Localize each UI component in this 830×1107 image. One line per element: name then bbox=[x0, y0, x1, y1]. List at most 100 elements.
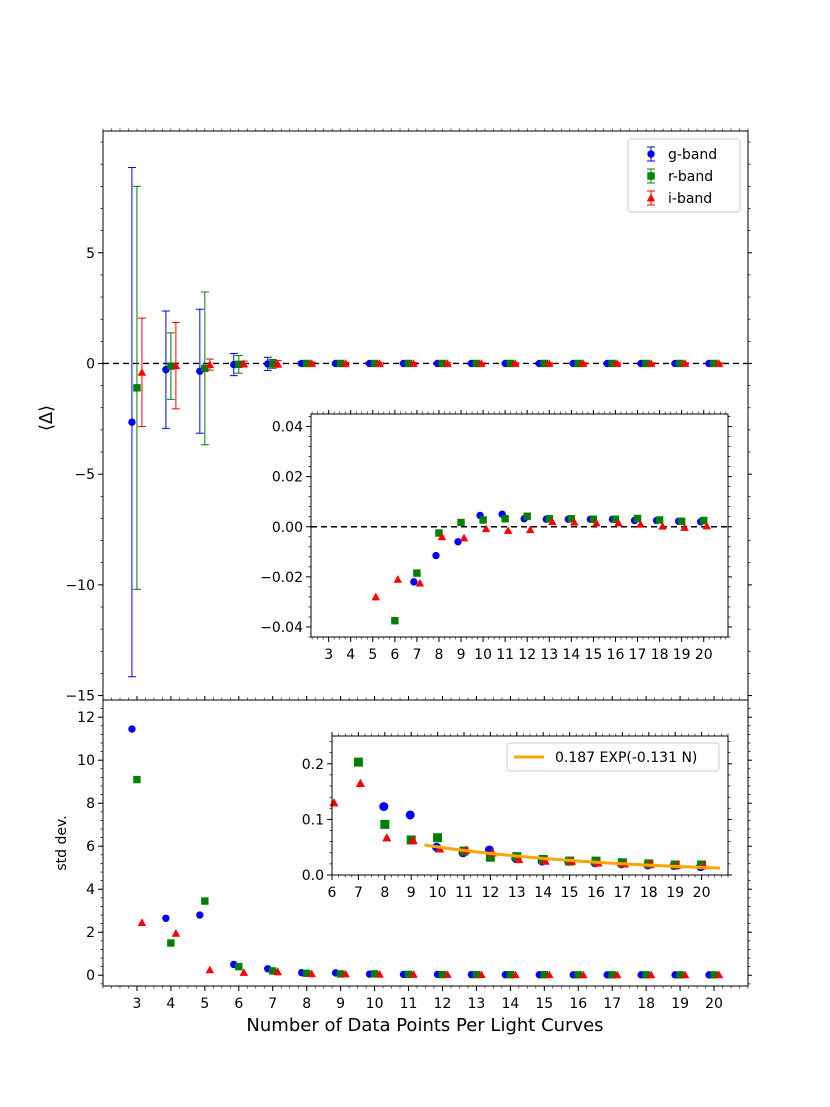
top-main-point bbox=[205, 360, 215, 368]
bottom-main-point bbox=[171, 929, 181, 937]
top-inset-xtick-label: 19 bbox=[673, 647, 691, 663]
top-main-ytick-label: 0 bbox=[86, 356, 95, 372]
bottom-main-ytick-label: 12 bbox=[77, 710, 95, 726]
bottom-inset-xtick-label: 9 bbox=[407, 885, 416, 901]
top-inset-point bbox=[548, 517, 557, 526]
top-inset-axes: −0.04−0.020.000.020.043 4 5 6 7 8 9 10 11 12 13 14 1… bbox=[260, 410, 732, 663]
top-main-point bbox=[676, 359, 684, 368]
top-main-point bbox=[307, 359, 316, 367]
top-inset-point bbox=[437, 532, 447, 541]
bottom-inset-point bbox=[353, 757, 363, 767]
bottom-main-point bbox=[167, 939, 175, 947]
top-main-point bbox=[137, 368, 147, 376]
top-inset-point bbox=[700, 516, 708, 525]
bottom-main-point bbox=[574, 971, 582, 979]
bottom-inset-xtick-label: 16 bbox=[587, 885, 605, 901]
top-main-series-r-band bbox=[132, 185, 719, 590]
bottom-main-xtick-label: 5 bbox=[200, 996, 209, 1012]
top-main-point bbox=[714, 359, 724, 367]
top-inset-point bbox=[393, 575, 403, 583]
bottom-main-point bbox=[472, 970, 481, 979]
bottom-main-point bbox=[540, 971, 549, 979]
bottom-main-xlabel: Number of Data Points Per Light Curves bbox=[246, 1015, 603, 1036]
top-main-point bbox=[171, 361, 181, 370]
bottom-inset-legend-label: 0.187 EXP(-0.131 N) bbox=[555, 750, 697, 766]
bottom-main-point bbox=[128, 725, 136, 733]
bottom-main-ylabel: std dev. bbox=[54, 815, 70, 870]
top-inset-point bbox=[636, 519, 645, 528]
bottom-main-point bbox=[438, 970, 447, 979]
bottom-inset-ytick-label: 0.1 bbox=[302, 812, 324, 828]
top-inset-xtick-label: 9 bbox=[457, 647, 466, 663]
top-inset-point bbox=[677, 517, 686, 525]
bottom-main-ytick-label: 8 bbox=[86, 796, 95, 812]
top-inset-point bbox=[633, 514, 642, 523]
bottom-main-series-r-band bbox=[133, 775, 718, 979]
bottom-main-point bbox=[409, 970, 418, 978]
top-main-point bbox=[642, 359, 650, 368]
bottom-main-ytick-label: 4 bbox=[86, 882, 95, 898]
top-inset-xtick-label: 13 bbox=[540, 647, 558, 663]
top-inset-point bbox=[592, 518, 601, 527]
bottom-main-point bbox=[443, 970, 452, 978]
bottom-inset-point bbox=[379, 802, 389, 812]
bottom-main-point bbox=[162, 914, 170, 922]
bottom-main-xtick-label: 19 bbox=[671, 996, 689, 1012]
bottom-inset-xtick-label: 14 bbox=[534, 885, 552, 901]
bottom-main-point bbox=[239, 968, 249, 976]
bottom-main-point bbox=[642, 971, 650, 979]
bottom-main-point bbox=[273, 967, 282, 976]
legend-marker-g-band bbox=[647, 150, 655, 158]
top-main-point bbox=[438, 359, 447, 368]
bottom-main-point bbox=[137, 918, 147, 926]
top-inset-point bbox=[655, 516, 664, 524]
top-inset-xtick-label: 4 bbox=[346, 647, 355, 663]
top-main-point bbox=[680, 359, 690, 367]
top-inset-series-i-band bbox=[371, 517, 711, 601]
bottom-main-point bbox=[235, 962, 243, 971]
bottom-inset-xtick-label: 18 bbox=[640, 885, 658, 901]
top-main-point bbox=[235, 360, 243, 369]
bottom-main-xtick-label: 8 bbox=[302, 996, 311, 1012]
bottom-main-xtick-label: 18 bbox=[637, 996, 655, 1012]
bottom-main-point bbox=[336, 970, 345, 978]
top-inset-xtick-label: 7 bbox=[412, 647, 421, 663]
bottom-main-point bbox=[205, 965, 215, 974]
bottom-main-point bbox=[375, 970, 384, 978]
bottom-main-ytick-label: 2 bbox=[86, 925, 95, 941]
bottom-inset-point bbox=[540, 856, 550, 865]
top-inset-ytick-label: 0.02 bbox=[272, 470, 303, 486]
top-main-point bbox=[477, 359, 486, 367]
top-main-point bbox=[443, 359, 452, 367]
top-inset-xtick-label: 15 bbox=[584, 647, 602, 663]
top-main-legend: g-band r-band i-band bbox=[627, 138, 741, 213]
bottom-inset-point bbox=[355, 778, 365, 787]
bottom-inset-point bbox=[485, 852, 495, 862]
top-inset-xtick-label: 11 bbox=[496, 647, 514, 663]
bottom-main-xtick-label: 14 bbox=[501, 996, 519, 1012]
bottom-inset-xtick-label: 11 bbox=[455, 885, 473, 901]
top-main-ytick-label: −10 bbox=[65, 578, 95, 594]
bottom-main-series-i-band bbox=[137, 918, 724, 979]
bottom-inset-xtick-label: 17 bbox=[613, 885, 631, 901]
top-inset-xtick-label: 5 bbox=[368, 647, 377, 663]
bottom-inset-fit-line bbox=[424, 843, 721, 870]
bottom-main-point bbox=[608, 971, 616, 979]
top-inset-point bbox=[611, 515, 620, 523]
bottom-main-xtick-label: 16 bbox=[569, 996, 587, 1012]
top-main-point bbox=[273, 359, 282, 368]
bottom-inset-legend-box bbox=[506, 742, 720, 772]
bottom-main-xtick-label: 13 bbox=[468, 996, 486, 1012]
bottom-main-xtick-label: 17 bbox=[603, 996, 621, 1012]
bottom-main-point bbox=[307, 969, 316, 978]
bottom-main-point bbox=[506, 971, 515, 979]
top-inset-xtick-label: 17 bbox=[629, 647, 647, 663]
top-inset-xtick-label: 8 bbox=[435, 647, 444, 663]
top-inset-xtick-label: 18 bbox=[651, 647, 669, 663]
top-inset-point bbox=[435, 529, 443, 537]
bottom-main-point bbox=[612, 970, 622, 979]
bottom-main-ytick-label: 0 bbox=[86, 968, 95, 984]
top-inset-point bbox=[680, 523, 689, 531]
legend-marker-i-band bbox=[646, 193, 656, 202]
